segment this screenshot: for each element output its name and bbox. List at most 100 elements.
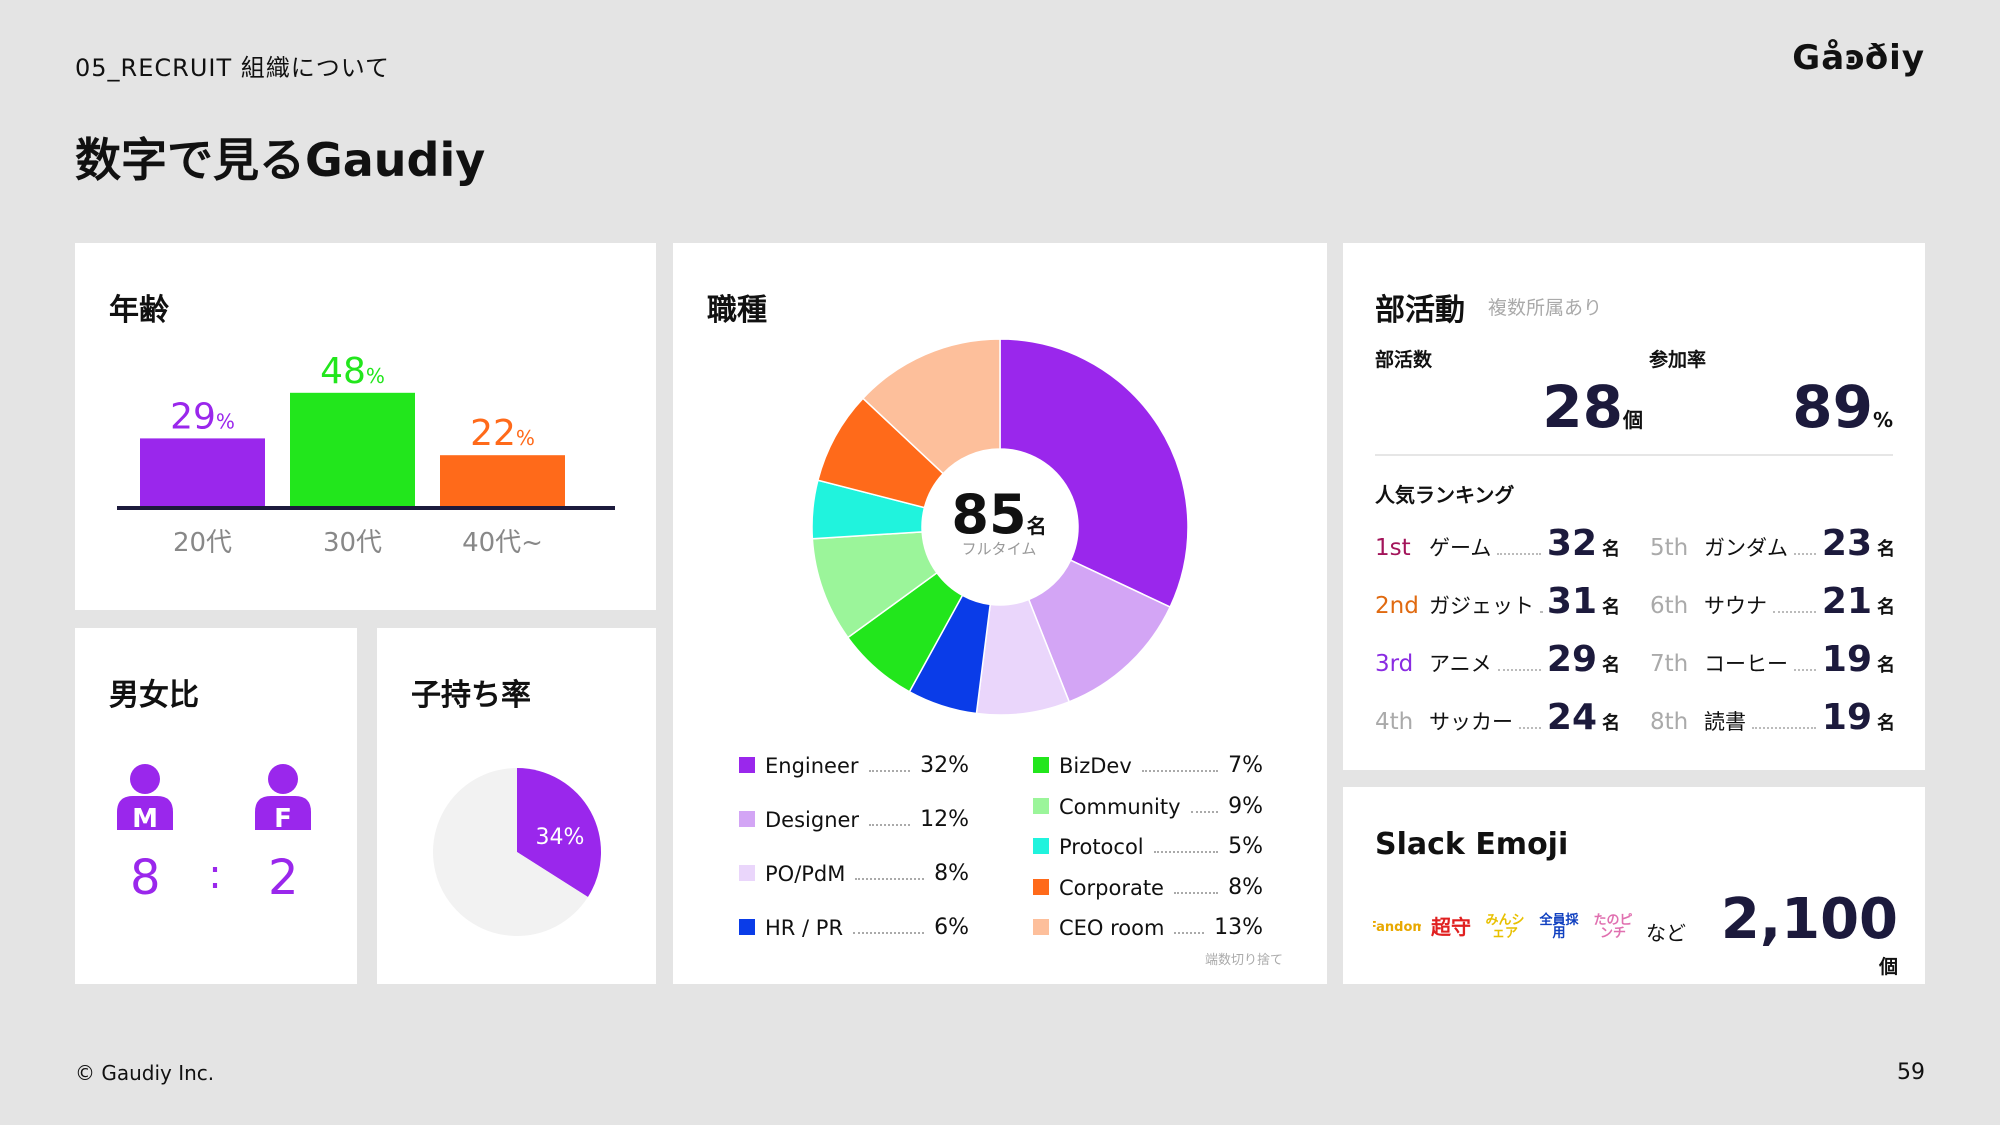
ranking-item: 2nd ガジェット 31 名 [1375,581,1620,622]
ranking-count: 23 [1821,523,1872,564]
club-count-value: 28 [1542,373,1623,441]
jobs-donut-chart [811,338,1189,716]
club-rate-unit: % [1872,408,1893,432]
age-bar [440,455,565,508]
legend-label: Designer [765,808,860,832]
ratio-separator: : [208,852,222,898]
company-logo: Gåꜿðiy [1792,38,1925,78]
age-category-label: 20代 [173,528,232,558]
ranking-count: 32 [1546,523,1597,564]
female-ratio: 2 [268,850,299,906]
ranking-unit: 名 [1877,539,1895,560]
children-pie-label: 34% [536,825,585,850]
jobs-legend-item: Engineer 32% [739,753,969,778]
legend-label: HR / PR [765,916,844,940]
ranking-count: 31 [1546,581,1597,622]
club-rate-label: 参加率 [1649,349,1707,371]
age-category-label: 30代 [323,528,382,558]
slack-emoji: みんシェア [1485,913,1525,941]
ranking-order: 7th [1650,651,1689,677]
gender-title: 男女比 [109,678,199,713]
club-card: 部活動 複数所属あり 部活数 28個 参加率 89% 人気ランキング 1st ゲ… [1343,243,1925,770]
headcount-caption: フルタイム [961,540,1037,558]
ranking-order: 5th [1650,535,1689,561]
ranking-name: ガンダム [1704,536,1788,560]
leader-dots [1153,851,1219,853]
age-bar-label: 22% [470,413,535,454]
ranking-item: 3rd アニメ 29 名 [1375,639,1620,680]
slack-emoji: たのピンチ [1593,913,1633,941]
page-title: 数字で見るGaudiy [75,133,486,187]
ranking-count: 19 [1821,697,1872,738]
ranking-item: 1st ゲーム 32 名 [1375,523,1620,564]
leader-dots [1773,611,1816,613]
jobs-donut-slice [861,338,1001,475]
emoji-count-value: 2,100 [1720,887,1898,952]
ranking-name: コーヒー [1704,652,1788,676]
ranking-unit: 名 [1877,713,1895,734]
ranking-item: 6th サウナ 21 名 [1650,581,1895,622]
leader-dots [1174,932,1205,934]
children-pie-slice [433,768,588,936]
club-count-unit: 個 [1623,408,1643,432]
legend-swatch [1033,919,1049,935]
ranking-order: 2nd [1375,593,1419,619]
leader-dots [1540,611,1541,613]
ranking-item: 5th ガンダム 23 名 [1650,523,1895,564]
ranking-title: 人気ランキング [1375,483,1515,507]
legend-percent: 32% [920,753,969,778]
section-label: 05_RECRUIT 組織について [75,54,391,82]
jobs-title: 職種 [707,293,767,328]
jobs-donut-slice [999,338,1189,609]
ranking-item: 8th 読書 19 名 [1650,697,1895,738]
slack-emoji: 全員採用 [1539,913,1579,941]
club-title: 部活動 [1375,293,1465,328]
age-card: 年齢 29% 20代 48% 30代 22% 40代~ [75,243,656,610]
age-bar [140,438,265,508]
slack-emoji: Fandom [1373,919,1421,935]
leader-dots [1519,727,1541,729]
female-letter: F [274,804,292,832]
legend-label: Protocol [1059,835,1144,859]
ranking-unit: 名 [1877,655,1895,676]
age-bar-label: 48% [320,351,385,392]
legend-percent: 5% [1228,834,1263,859]
jobs-legend-item: Protocol 5% [1033,834,1263,859]
club-count: 28個 [1523,373,1643,441]
ranking-name: 読書 [1704,710,1746,734]
female-person-icon: F [255,764,311,832]
legend-label: PO/PdM [765,862,846,886]
children-title: 子持ち率 [411,678,531,713]
club-divider [1375,454,1893,456]
ranking-order: 6th [1650,593,1689,619]
legend-swatch [739,757,755,773]
leader-dots [1173,891,1219,894]
rounding-note: 端数切り捨て [1205,953,1284,968]
legend-percent: 7% [1228,753,1263,778]
leader-dots [868,770,911,772]
ranking-name: アニメ [1429,652,1492,676]
legend-swatch [739,919,755,935]
jobs-legend-item: Corporate 8% [1033,875,1263,900]
jobs-legend-item: Community 9% [1033,794,1263,819]
age-bar-label: 29% [170,396,235,437]
ranking-name: サウナ [1704,594,1767,618]
children-pie-chart: 34% [433,768,601,936]
ranking-unit: 名 [1602,713,1620,734]
gender-card: 男女比 M F 8 : 2 [75,628,357,984]
jobs-donut-slice [1027,559,1172,703]
emoji-count: 2,100 個 [1698,887,1898,979]
club-rate: 89% [1763,373,1893,441]
legend-percent: 13% [1214,915,1263,940]
ranking-count: 21 [1821,581,1872,622]
leader-dots [855,878,925,880]
legend-swatch [1033,797,1049,814]
age-category-label: 40代~ [462,528,543,558]
headcount-unit: 名 [1026,514,1047,538]
copyright: © Gaudiy Inc. [75,1061,215,1085]
club-subtitle: 複数所属あり [1488,297,1603,319]
age-bar [290,392,415,508]
age-bar-chart: 29% 20代 48% 30代 22% 40代~ [117,351,615,558]
